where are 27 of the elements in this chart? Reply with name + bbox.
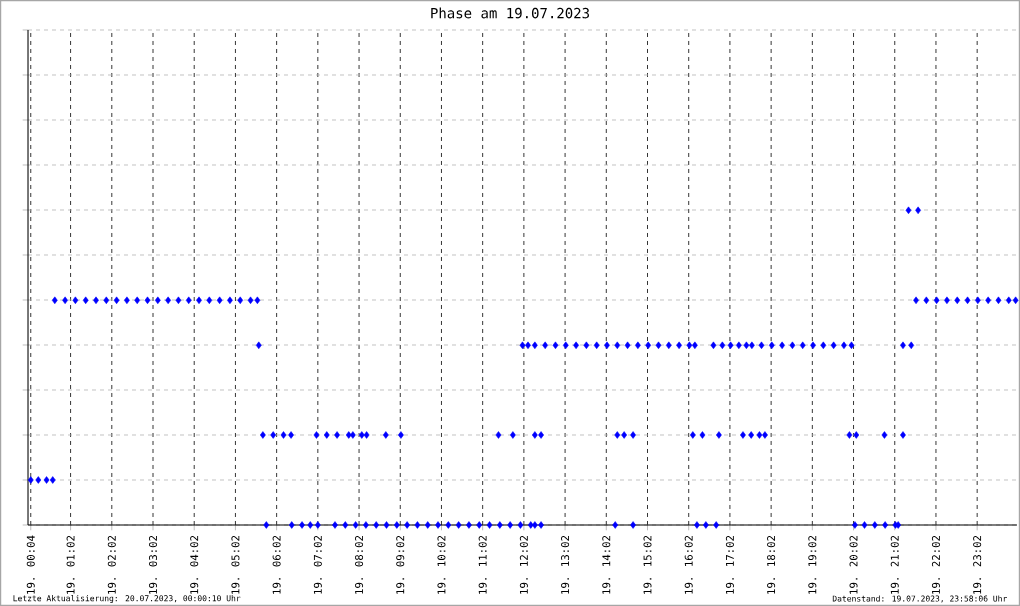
x-tick-label: 19. 12:02 — [519, 535, 528, 594]
x-tick-label: 19. 16:02 — [684, 535, 693, 594]
text: Letzte Aktualisierung: 20.07.2023, 00:00:10 Uhr — [13, 595, 241, 603]
x-tick-label: 19. 14:02 — [602, 535, 611, 594]
x-tick-label: 19. 17:02 — [725, 535, 734, 594]
x-tick-label: 19. 03:02 — [148, 535, 158, 594]
x-tick-label: 19. 06:02 — [272, 535, 281, 594]
x-tick-label: 19. 18:02 — [767, 535, 776, 594]
x-tick-label: 19. 22:02 — [931, 535, 940, 594]
x-tick-label: 19. 08:02 — [355, 535, 364, 594]
x-tick-label: 19. 01:02 — [66, 535, 75, 594]
x-tick-label: 19. 23:02 — [973, 535, 982, 594]
x-tick-label: 19. 07:02 — [313, 535, 322, 594]
x-tick-label: 19. 02:02 — [107, 535, 116, 594]
x-tick-label: 19. 00:04 — [26, 535, 35, 594]
x-tick-label: 19. 15:02 — [643, 535, 652, 594]
x-tick-label: 19. 19:02 — [808, 535, 817, 594]
x-tick-label: 19. 13:02 — [561, 535, 570, 594]
x-tick-label: 19. 05:02 — [231, 535, 240, 594]
x-tick-label: 19. 20:02 — [849, 535, 858, 594]
text: Datenstand: 19.07.2023, 23:58:06 Uhr — [832, 595, 1007, 603]
x-tick-label: 19. 21:02 — [890, 535, 899, 594]
x-tick-label: 19. 11:02 — [478, 535, 487, 594]
x-tick-label: 19. 10:02 — [437, 535, 446, 594]
chart-title: Phase am 19.07.2023 — [431, 7, 589, 19]
x-tick-label: 19. 09:02 — [396, 535, 405, 594]
x-tick-label: 19. 04:02 — [190, 535, 199, 594]
